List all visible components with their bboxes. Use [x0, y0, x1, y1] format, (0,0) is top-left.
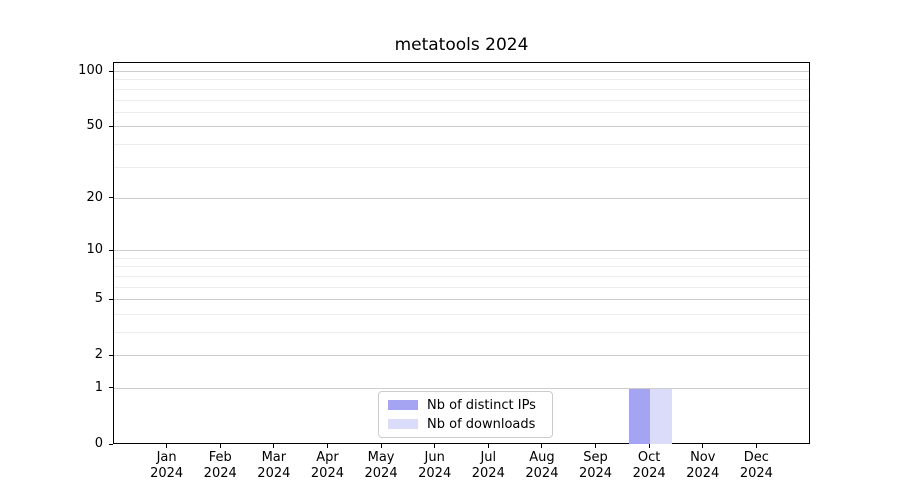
x-tick-label: Nov 2024 — [675, 450, 731, 482]
x-tick-label-month: Nov — [690, 450, 716, 465]
minor-gridline — [114, 257, 809, 259]
major-gridline — [114, 197, 809, 199]
legend: Nb of distinct IPs Nb of downloads — [378, 391, 553, 438]
y-tick-mark — [109, 354, 113, 356]
y-tick-label: 0 — [94, 436, 103, 451]
x-tick-mark — [434, 444, 436, 448]
x-tick-mark — [755, 444, 757, 448]
x-tick-label-year: 2024 — [418, 466, 452, 481]
x-tick-label-year: 2024 — [150, 466, 184, 481]
y-tick-mark — [109, 197, 113, 199]
x-tick-label-month: Aug — [529, 450, 555, 465]
x-tick-mark — [326, 444, 328, 448]
minor-gridline — [114, 275, 809, 277]
x-tick-label: Jan 2024 — [139, 450, 195, 482]
y-tick-mark — [109, 298, 113, 300]
y-tick-label: 100 — [78, 63, 103, 79]
x-tick-label-year: 2024 — [310, 466, 344, 481]
legend-label: Nb of distinct IPs — [427, 397, 536, 413]
x-tick-label-year: 2024 — [257, 466, 291, 481]
x-tick-label-year: 2024 — [525, 466, 559, 481]
x-tick-mark — [595, 444, 597, 448]
x-tick-label-month: Jan — [156, 450, 177, 465]
major-gridline — [114, 299, 809, 301]
legend-swatch — [388, 400, 418, 410]
minor-gridline — [114, 111, 809, 113]
x-tick-label-month: May — [367, 450, 395, 465]
x-tick-label-year: 2024 — [632, 466, 666, 481]
x-tick-label-year: 2024 — [364, 466, 398, 481]
minor-gridline — [114, 331, 809, 333]
x-tick-label-month: Oct — [637, 450, 661, 465]
x-tick-label-month: Feb — [208, 450, 232, 465]
y-tick-mark — [109, 125, 113, 127]
x-tick-label: Aug 2024 — [514, 450, 570, 482]
x-tick-label: Jun 2024 — [407, 450, 463, 482]
x-tick-mark — [273, 444, 275, 448]
x-tick-mark — [487, 444, 489, 448]
bar-distinct-ips — [628, 388, 651, 444]
x-tick-label-month: Mar — [261, 450, 287, 465]
major-gridline — [114, 126, 809, 128]
major-gridline — [114, 71, 809, 73]
minor-gridline — [114, 79, 809, 81]
y-tick-mark — [109, 443, 113, 445]
y-tick-label: 5 — [94, 291, 103, 307]
minor-gridline — [114, 166, 809, 168]
x-tick-mark — [380, 444, 382, 448]
y-tick-label: 10 — [86, 242, 103, 258]
y-tick-mark — [109, 70, 113, 72]
x-tick-mark — [166, 444, 168, 448]
x-tick-label-month: Sep — [583, 450, 608, 465]
x-tick-label: Feb 2024 — [192, 450, 248, 482]
y-tick-label: 50 — [86, 118, 103, 134]
minor-gridline — [114, 99, 809, 101]
x-tick-label-month: Apr — [316, 450, 339, 465]
y-tick-mark — [109, 249, 113, 251]
minor-gridline — [114, 143, 809, 145]
x-tick-label: Apr 2024 — [299, 450, 355, 482]
chart-title: metatools 2024 — [394, 35, 529, 55]
x-tick-mark — [541, 444, 543, 448]
x-tick-label-month: Jul — [480, 450, 497, 465]
x-tick-label-year: 2024 — [203, 466, 237, 481]
minor-gridline — [114, 88, 809, 90]
major-gridline — [114, 355, 809, 357]
x-tick-label-year: 2024 — [471, 466, 505, 481]
x-tick-label: Jul 2024 — [460, 450, 516, 482]
x-tick-label-month: Jun — [424, 450, 445, 465]
y-tick-label: 1 — [94, 379, 103, 395]
x-tick-mark — [219, 444, 221, 448]
y-tick-mark — [109, 387, 113, 389]
x-tick-label: May 2024 — [353, 450, 409, 482]
minor-gridline — [114, 266, 809, 268]
minor-gridline — [114, 313, 809, 315]
legend-row: Nb of distinct IPs — [388, 397, 543, 413]
x-tick-mark — [648, 444, 650, 448]
x-tick-label: Dec 2024 — [728, 450, 784, 482]
x-tick-label: Mar 2024 — [246, 450, 302, 482]
plot-area — [113, 62, 810, 444]
x-tick-label-year: 2024 — [578, 466, 613, 481]
legend-row: Nb of downloads — [388, 416, 543, 432]
x-tick-mark — [702, 444, 704, 448]
x-tick-label-month: Dec — [743, 450, 769, 465]
legend-label: Nb of downloads — [427, 416, 536, 432]
x-tick-label-year: 2024 — [739, 466, 773, 481]
x-tick-label: Oct 2024 — [621, 450, 677, 482]
minor-gridline — [114, 286, 809, 288]
bar-downloads — [650, 388, 672, 444]
x-tick-label: Sep 2024 — [568, 450, 624, 482]
major-gridline — [114, 387, 809, 389]
major-gridline — [114, 250, 809, 252]
y-tick-label: 2 — [94, 347, 103, 363]
legend-swatch — [388, 419, 418, 429]
y-tick-label: 20 — [86, 189, 103, 205]
x-tick-label-year: 2024 — [686, 466, 720, 481]
